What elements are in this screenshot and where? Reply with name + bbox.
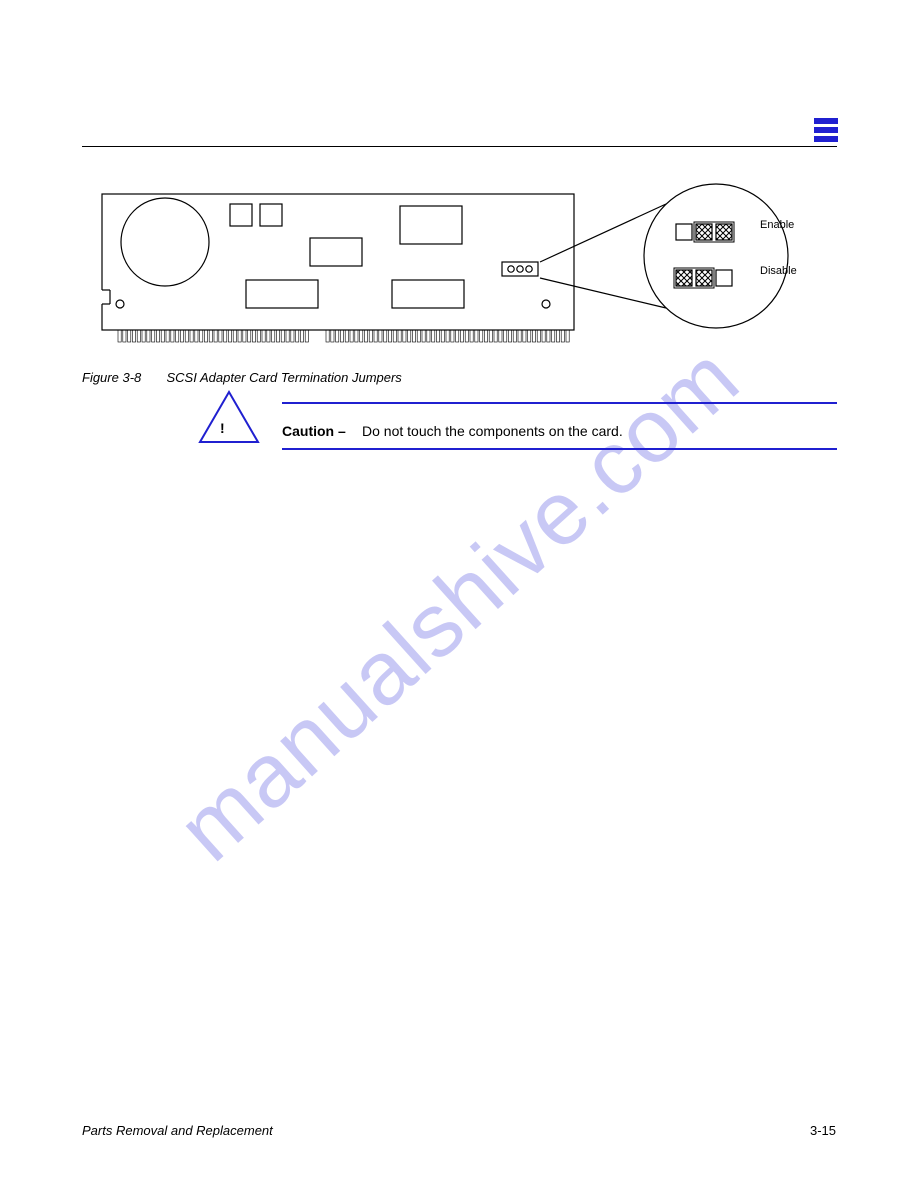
callout-disable: Disable <box>760 265 797 277</box>
page: manualshive.com Figure 3-8 SCSI Adapter … <box>0 0 918 1188</box>
footer-page-number: 3-15 <box>810 1123 836 1138</box>
board-diagram <box>90 182 845 362</box>
caution-triangle-icon <box>198 390 260 444</box>
figure-caption-text: SCSI Adapter Card Termination Jumpers <box>167 370 402 385</box>
caution-rule-top <box>282 402 837 404</box>
caution-bang: ! <box>220 420 225 436</box>
callout-enable: Enable <box>760 219 794 231</box>
menu-icon <box>814 118 838 142</box>
footer-title: Parts Removal and Replacement <box>82 1123 273 1138</box>
figure-caption-prefix: Figure 3-8 <box>82 370 141 385</box>
caution-text: Do not touch the components on the card. <box>362 423 623 439</box>
board-svg <box>90 182 845 362</box>
caution-label: Caution – <box>282 423 346 439</box>
figure-caption: Figure 3-8 SCSI Adapter Card Termination… <box>82 370 402 385</box>
caution-rule-bot <box>282 448 837 450</box>
header-rule <box>82 146 837 147</box>
